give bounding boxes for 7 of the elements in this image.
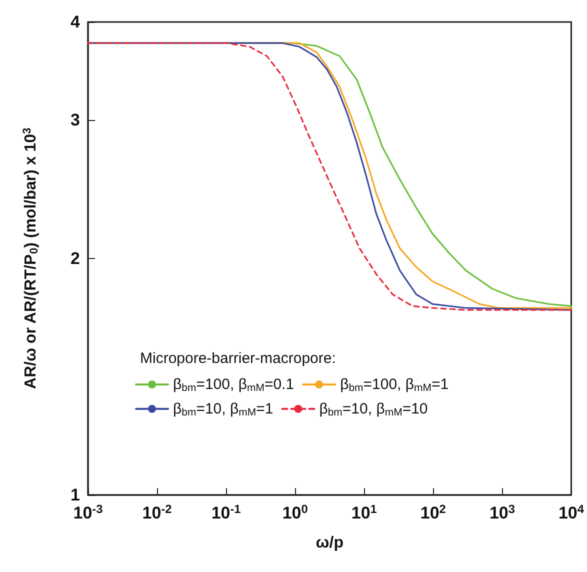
- y-tick-label: 2: [70, 249, 80, 268]
- x-axis-title: ω/p: [316, 534, 344, 552]
- y-tick-label: 3: [70, 110, 80, 130]
- y-tick-label: 1: [70, 486, 80, 504]
- legend-title: Micropore-barrier-macropore:: [140, 350, 336, 367]
- y-tick-label: 4: [70, 12, 81, 32]
- y-axis-title: AR/ω or AR/(RT/P0) (mol/bar) x 103: [21, 128, 40, 389]
